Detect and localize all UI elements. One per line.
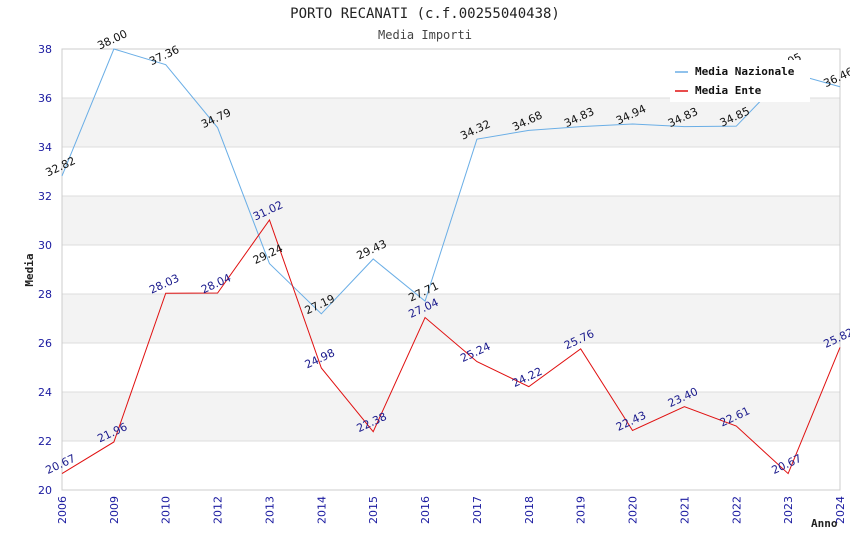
x-tick-label-2024: 2024: [834, 496, 847, 524]
x-tick-label-2010: 2010: [160, 496, 173, 524]
x-tick-label-2017: 2017: [471, 496, 484, 524]
legend: Media Nazionale Media Ente: [670, 60, 810, 102]
legend-background: [670, 60, 810, 102]
y-tick-label-24: 24: [38, 386, 52, 399]
y-tick-label-34: 34: [38, 141, 52, 154]
x-tick-label-2020: 2020: [627, 496, 640, 524]
y-tick-label-30: 30: [38, 239, 52, 252]
y-tick-label-36: 36: [38, 92, 52, 105]
y-axis-ticks: 20 22 24 26 28 30 32 34 36 38: [38, 43, 52, 497]
y-tick-label-26: 26: [38, 337, 52, 350]
grid-band-0: [62, 441, 840, 490]
y-tick-label-38: 38: [38, 43, 52, 56]
grid-band-7: [62, 98, 840, 147]
series-line-media-nazionale: [61, 48, 841, 315]
y-tick-label-28: 28: [38, 288, 52, 301]
x-tick-label-2019: 2019: [575, 496, 588, 524]
y-tick-label-32: 32: [38, 190, 52, 203]
y-axis-label: Media: [23, 253, 36, 286]
y-tick-label-22: 22: [38, 435, 52, 448]
grid-band-3: [62, 294, 840, 343]
grid-band-4: [62, 245, 840, 294]
plot-area-border: [61, 48, 841, 491]
series-line-media-ente: [61, 218, 841, 475]
chart-title: PORTO RECANATI (c.f.00255040438): [290, 6, 560, 22]
legend-label-media-ente: Media Ente: [695, 84, 762, 97]
x-tick-label-2016: 2016: [419, 496, 432, 524]
x-tick-label-2012: 2012: [212, 496, 225, 524]
series-layer: [61, 48, 841, 475]
legend-label-media-nazionale: Media Nazionale: [695, 65, 795, 78]
x-axis-label: Anno: [811, 517, 838, 530]
x-tick-label-2023: 2023: [782, 496, 795, 524]
x-tick-label-2014: 2014: [315, 496, 328, 524]
chart-subtitle: Media Importi: [378, 28, 472, 42]
x-tick-label-2021: 2021: [678, 496, 691, 524]
x-axis-ticks: 2006 2009 2010 2012 2013 2014 2015 2016 2017 2018…: [56, 496, 847, 524]
grid-bands: [62, 49, 840, 490]
x-tick-label-2018: 2018: [523, 496, 536, 524]
x-tick-label-2022: 2022: [730, 496, 743, 524]
grid-band-2: [62, 343, 840, 392]
x-tick-label-2006: 2006: [56, 496, 69, 524]
x-tick-label-2013: 2013: [263, 496, 276, 524]
y-tick-label-20: 20: [38, 484, 52, 497]
x-tick-label-2015: 2015: [367, 496, 380, 524]
grid-band-6: [62, 147, 840, 196]
x-tick-label-2009: 2009: [108, 496, 121, 524]
